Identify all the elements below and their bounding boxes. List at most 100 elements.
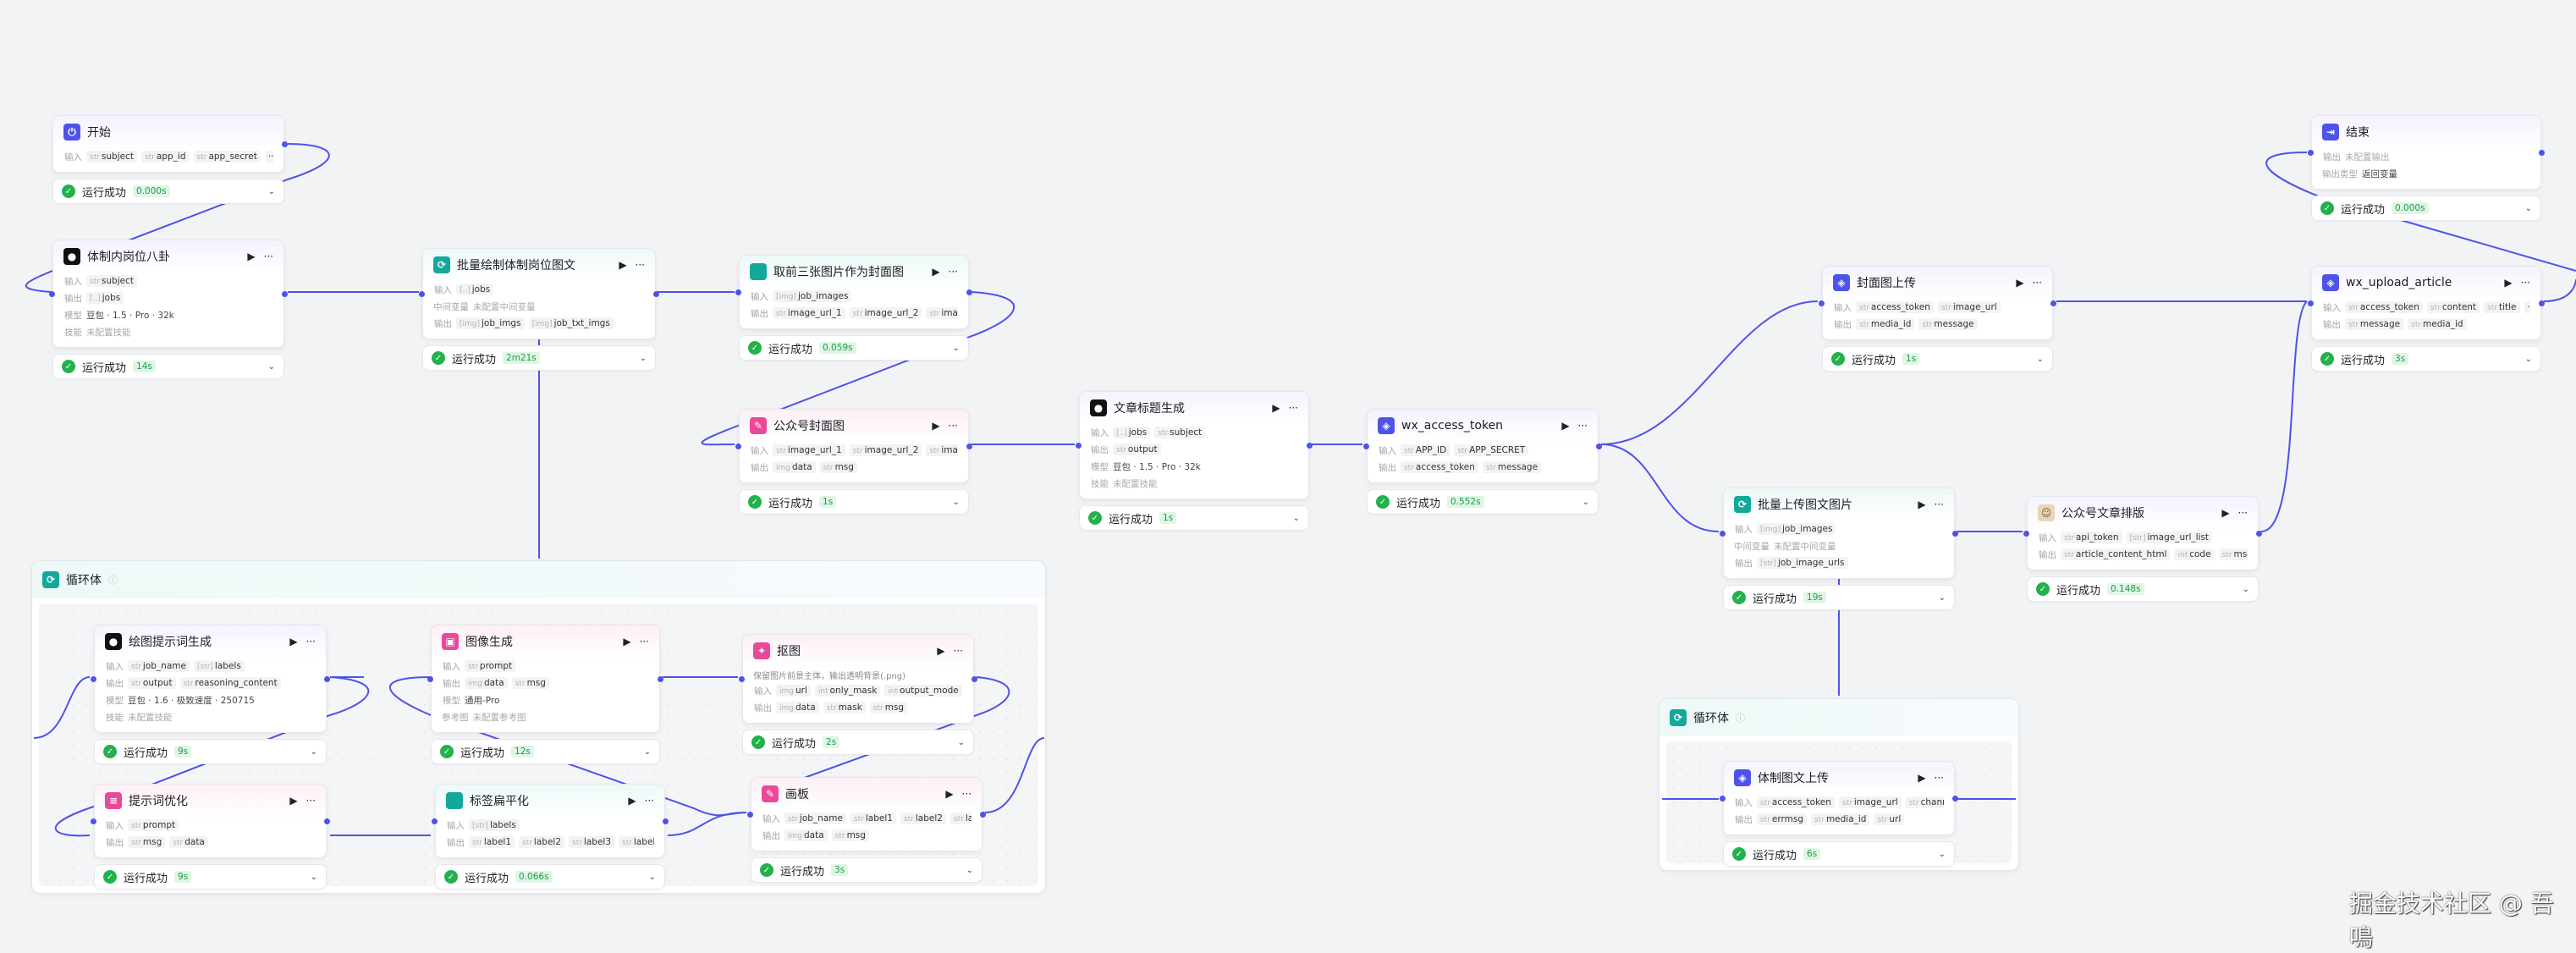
chevron-down-icon[interactable]: ⌄ bbox=[648, 872, 656, 882]
input-port[interactable] bbox=[747, 812, 753, 818]
input-port[interactable] bbox=[91, 818, 96, 824]
node-card[interactable]: ☺ 公众号文章排版 ▶ ··· 输入 str api_token [str] image_url… bbox=[2027, 496, 2259, 570]
node-card[interactable]: 取前三张图片作为封面图 ▶ ··· 输入 [img] job_images 输出 str ima… bbox=[739, 255, 969, 329]
input-port[interactable] bbox=[1720, 796, 1726, 802]
run-status[interactable]: ✓ 运行成功 0.148s ⌄ bbox=[2027, 576, 2259, 602]
node-card[interactable]: ◈ wx_upload_article ▶ ··· 输入 str access_token s… bbox=[2311, 266, 2541, 340]
node-card[interactable]: 标签扁平化 ▶ ··· 输入 [str] labels 输出 str label1 str labe… bbox=[435, 784, 665, 858]
chevron-down-icon[interactable]: ⌄ bbox=[2524, 354, 2532, 364]
run-icon[interactable]: ▶ bbox=[2221, 507, 2230, 519]
more-options-icon[interactable]: ··· bbox=[635, 259, 645, 271]
chevron-down-icon[interactable]: ⌄ bbox=[966, 865, 973, 875]
node-card[interactable]: ● 体制内岗位八卦 ▶ ··· 输入 str subject 输出 [..] jobs 模型 豆包 ·… bbox=[52, 240, 284, 348]
chevron-down-icon[interactable]: ⌄ bbox=[2242, 584, 2249, 594]
input-port[interactable] bbox=[1076, 443, 1082, 449]
input-port[interactable] bbox=[2023, 531, 2029, 537]
node-card[interactable]: ⟳ 批量上传图文图片 ▶ ··· 输入 [img] job_images 中间变量 未配置中间变… bbox=[1723, 488, 1955, 579]
more-options-icon[interactable]: ··· bbox=[1934, 772, 1944, 784]
run-status[interactable]: ✓ 运行成功 0.059s ⌄ bbox=[739, 335, 969, 361]
more-options-icon[interactable]: ··· bbox=[948, 266, 958, 278]
more-options-icon[interactable]: ··· bbox=[639, 636, 649, 647]
run-status[interactable]: ✓ 运行成功 6s ⌄ bbox=[1723, 841, 1955, 867]
chevron-down-icon[interactable]: ⌄ bbox=[310, 746, 317, 757]
node-flatten[interactable]: 标签扁平化 ▶ ··· 输入 [str] labels 输出 str label1 str labe… bbox=[435, 784, 665, 890]
output-port[interactable] bbox=[1952, 796, 1958, 802]
output-port[interactable] bbox=[324, 676, 330, 682]
more-options-icon[interactable]: ··· bbox=[953, 645, 963, 657]
input-port[interactable] bbox=[1363, 443, 1369, 449]
run-status[interactable]: ✓ 运行成功 2s ⌄ bbox=[742, 730, 974, 755]
run-status[interactable]: ✓ 运行成功 0.066s ⌄ bbox=[435, 864, 665, 890]
run-status[interactable]: ✓ 运行成功 9s ⌄ bbox=[94, 739, 327, 764]
run-icon[interactable]: ▶ bbox=[932, 266, 940, 278]
input-port[interactable] bbox=[427, 676, 433, 682]
run-status[interactable]: ✓ 运行成功 3s ⌄ bbox=[751, 857, 983, 883]
run-icon[interactable]: ▶ bbox=[247, 251, 256, 262]
run-icon[interactable]: ▶ bbox=[289, 795, 298, 807]
input-port[interactable] bbox=[419, 291, 425, 297]
chevron-down-icon[interactable]: ⌄ bbox=[643, 746, 651, 757]
input-port[interactable] bbox=[739, 676, 745, 682]
node-first3[interactable]: 取前三张图片作为封面图 ▶ ··· 输入 [img] job_images 输出 str ima… bbox=[739, 255, 969, 361]
more-options-icon[interactable]: ··· bbox=[305, 636, 316, 647]
run-status[interactable]: ✓ 运行成功 1s ⌄ bbox=[1079, 505, 1309, 531]
chevron-down-icon[interactable]: ⌄ bbox=[639, 353, 647, 363]
node-card[interactable]: ⇥ 结束 输出 未配置输出 输出类型 返回变量 bbox=[2311, 115, 2541, 190]
input-port[interactable] bbox=[1720, 531, 1726, 537]
node-card[interactable]: ✎ 公众号封面图 ▶ ··· 输入 str image_url_1 str image_url_… bbox=[739, 409, 969, 483]
chevron-down-icon[interactable]: ⌄ bbox=[267, 186, 275, 196]
more-options-icon[interactable]: ··· bbox=[1577, 420, 1588, 432]
more-options-icon[interactable]: ··· bbox=[2032, 277, 2042, 289]
node-cover[interactable]: ✎ 公众号封面图 ▶ ··· 输入 str image_url_1 str image_url_… bbox=[739, 409, 969, 515]
node-batch_draw[interactable]: ⟳ 批量绘制体制岗位图文 ▶ ··· 输入 [..] jobs 中间变量 未配置中间变量 输出 [i… bbox=[422, 248, 656, 371]
node-end[interactable]: ⇥ 结束 输出 未配置输出 输出类型 返回变量 ✓ 运行成功 0.000s ⌄ bbox=[2311, 115, 2541, 221]
run-icon[interactable]: ▶ bbox=[619, 259, 627, 271]
more-options-icon[interactable]: ··· bbox=[1288, 402, 1298, 414]
run-status[interactable]: ✓ 运行成功 2m21s ⌄ bbox=[422, 345, 656, 371]
output-port[interactable] bbox=[658, 676, 663, 682]
more-options-icon[interactable]: ··· bbox=[305, 795, 316, 807]
chevron-down-icon[interactable]: ⌄ bbox=[952, 497, 960, 507]
node-card[interactable]: ● 绘图提示词生成 ▶ ··· 输入 str job_name [str] labels 输出 st… bbox=[94, 625, 327, 733]
node-card[interactable]: ◈ 封面图上传 ▶ ··· 输入 str access_token str image_url 输… bbox=[1822, 266, 2053, 340]
node-token[interactable]: ◈ wx_access_token ▶ ··· 输入 str APP_ID str APP_SE… bbox=[1367, 409, 1599, 515]
node-card[interactable]: ▣ 图像生成 ▶ ··· 输入 str prompt 输出 img data str msg 模型 通用-… bbox=[431, 625, 660, 733]
run-icon[interactable]: ▶ bbox=[1918, 772, 1926, 784]
node-prompt_opt[interactable]: ≡ 提示词优化 ▶ ··· 输入 str prompt 输出 str msg str data ✓ 运行… bbox=[94, 784, 327, 890]
chevron-down-icon[interactable]: ⌄ bbox=[2036, 354, 2044, 364]
output-port[interactable] bbox=[653, 291, 659, 297]
chevron-down-icon[interactable]: ⌄ bbox=[1938, 592, 1946, 603]
output-port[interactable] bbox=[2050, 300, 2056, 306]
input-port[interactable] bbox=[432, 818, 438, 824]
node-card[interactable]: ≡ 提示词优化 ▶ ··· 输入 str prompt 输出 str msg str data bbox=[94, 784, 327, 858]
run-icon[interactable]: ▶ bbox=[1272, 402, 1280, 414]
output-port[interactable] bbox=[980, 812, 986, 818]
output-port[interactable] bbox=[282, 141, 288, 147]
run-icon[interactable]: ▶ bbox=[945, 788, 954, 800]
run-icon[interactable]: ▶ bbox=[937, 645, 945, 657]
more-options-icon[interactable]: ··· bbox=[644, 795, 654, 807]
chevron-down-icon[interactable]: ⌄ bbox=[310, 872, 317, 882]
input-port[interactable] bbox=[2308, 150, 2314, 156]
node-cutout[interactable]: ✦ 抠图 ▶ ··· 保留图片前景主体，输出透明背景(.png) 输入 img url int o… bbox=[742, 634, 974, 755]
output-port[interactable] bbox=[1596, 443, 1602, 449]
input-port[interactable] bbox=[735, 289, 741, 295]
chevron-down-icon[interactable]: ⌄ bbox=[1292, 513, 1300, 523]
output-port[interactable] bbox=[1952, 531, 1958, 537]
node-batch_upload[interactable]: ⟳ 批量上传图文图片 ▶ ··· 输入 [img] job_images 中间变量 未配置中间变… bbox=[1723, 488, 1955, 610]
node-gossip[interactable]: ● 体制内岗位八卦 ▶ ··· 输入 str subject 输出 [..] jobs 模型 豆包 ·… bbox=[52, 240, 284, 379]
node-layout[interactable]: ☺ 公众号文章排版 ▶ ··· 输入 str api_token [str] image_url… bbox=[2027, 496, 2259, 602]
node-card[interactable]: ✦ 抠图 ▶ ··· 保留图片前景主体，输出透明背景(.png) 输入 img url int o… bbox=[742, 634, 974, 724]
output-port[interactable] bbox=[2256, 531, 2262, 537]
run-icon[interactable]: ▶ bbox=[1561, 420, 1570, 432]
input-port[interactable] bbox=[2308, 300, 2314, 306]
more-options-icon[interactable]: ··· bbox=[961, 788, 972, 800]
output-port[interactable] bbox=[2539, 300, 2545, 306]
chevron-down-icon[interactable]: ⌄ bbox=[2524, 203, 2532, 213]
more-options-icon[interactable]: ··· bbox=[948, 420, 958, 432]
output-port[interactable] bbox=[966, 289, 972, 295]
input-port[interactable] bbox=[1819, 300, 1825, 306]
chevron-down-icon[interactable]: ⌄ bbox=[267, 361, 275, 372]
